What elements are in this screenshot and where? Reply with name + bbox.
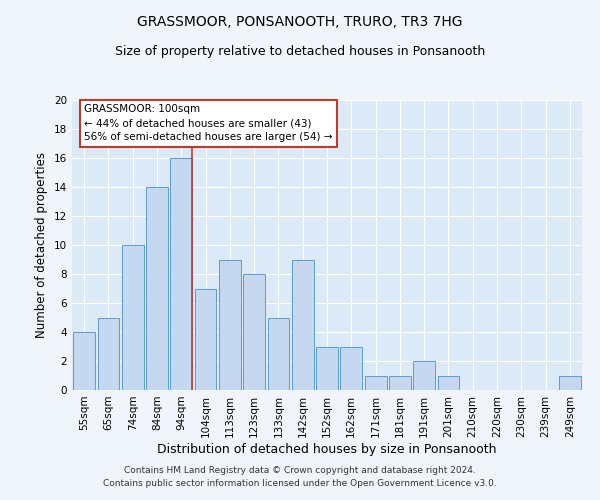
- Bar: [437, 376, 460, 390]
- Text: Size of property relative to detached houses in Ponsanooth: Size of property relative to detached ho…: [115, 45, 485, 58]
- Bar: [73, 332, 95, 390]
- Bar: [365, 376, 386, 390]
- Bar: [219, 260, 241, 390]
- Bar: [340, 346, 362, 390]
- Text: GRASSMOOR: 100sqm
← 44% of detached houses are smaller (43)
56% of semi-detached: GRASSMOOR: 100sqm ← 44% of detached hous…: [85, 104, 333, 142]
- Text: Contains HM Land Registry data © Crown copyright and database right 2024.
Contai: Contains HM Land Registry data © Crown c…: [103, 466, 497, 487]
- Bar: [413, 361, 435, 390]
- Bar: [97, 318, 119, 390]
- Y-axis label: Number of detached properties: Number of detached properties: [35, 152, 49, 338]
- Bar: [170, 158, 192, 390]
- Bar: [122, 245, 143, 390]
- Bar: [316, 346, 338, 390]
- Bar: [146, 187, 168, 390]
- Text: GRASSMOOR, PONSANOOTH, TRURO, TR3 7HG: GRASSMOOR, PONSANOOTH, TRURO, TR3 7HG: [137, 15, 463, 29]
- Bar: [268, 318, 289, 390]
- Bar: [194, 288, 217, 390]
- Bar: [292, 260, 314, 390]
- X-axis label: Distribution of detached houses by size in Ponsanooth: Distribution of detached houses by size …: [157, 442, 497, 456]
- Bar: [559, 376, 581, 390]
- Bar: [389, 376, 411, 390]
- Bar: [243, 274, 265, 390]
